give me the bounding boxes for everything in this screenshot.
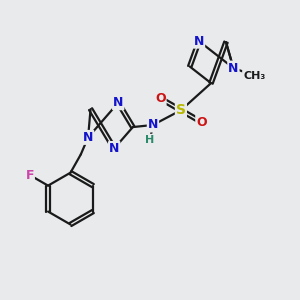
Text: N: N (83, 131, 93, 144)
Text: H: H (146, 135, 154, 145)
Text: CH₃: CH₃ (243, 70, 265, 81)
Text: O: O (155, 92, 166, 105)
Text: N: N (113, 96, 123, 109)
Text: O: O (196, 116, 207, 128)
Text: S: S (176, 103, 186, 117)
Text: N: N (228, 61, 239, 74)
Text: N: N (148, 118, 158, 131)
Text: N: N (109, 142, 119, 155)
Text: F: F (26, 169, 34, 182)
Text: N: N (194, 35, 204, 48)
